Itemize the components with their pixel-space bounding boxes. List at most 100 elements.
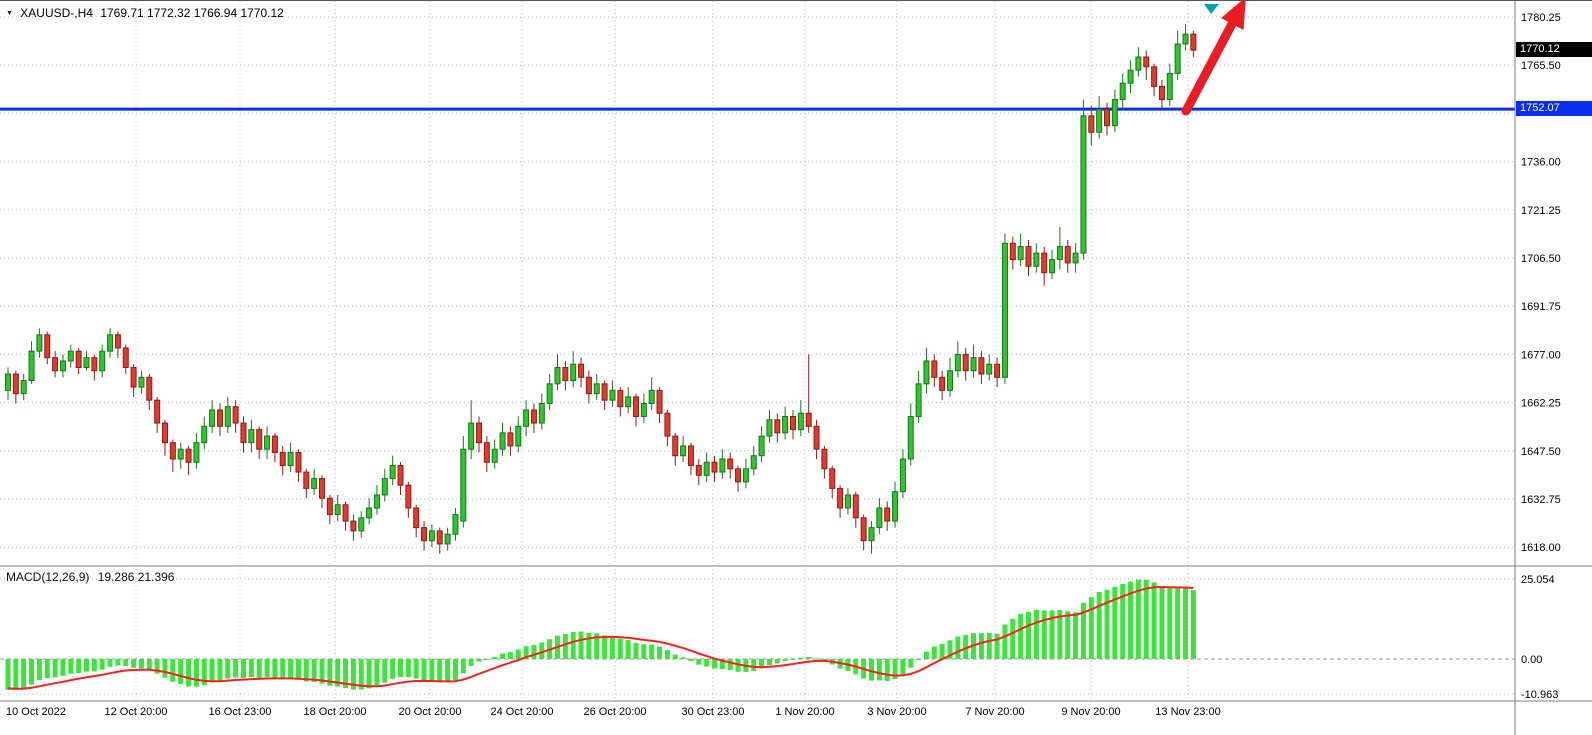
macd-histogram-bar — [421, 659, 427, 681]
time-tick-label: 24 Oct 20:00 — [491, 706, 554, 718]
price-axis[interactable]: 1780.25 1765.50 1736.00 1721.25 1706.50 1691.… — [1521, 12, 1561, 554]
candle-body — [413, 507, 420, 529]
macd-histogram-bar — [44, 659, 50, 679]
candle-body — [672, 435, 679, 457]
candle-body — [797, 412, 804, 431]
candle-body — [319, 478, 325, 499]
time-tick-label: 3 Nov 20:00 — [867, 706, 926, 718]
macd-histogram-bar — [366, 659, 372, 689]
time-axis[interactable]: 10 Oct 2022 12 Oct 20:00 16 Oct 23:00 18 Oc… — [6, 706, 1221, 718]
candle-body — [735, 468, 742, 483]
candle-body — [476, 422, 482, 444]
symbol-period-label: XAUUSD-,H4 — [20, 6, 93, 20]
candle-body — [491, 448, 498, 463]
candle-body — [766, 419, 773, 437]
candle-body — [719, 458, 726, 473]
candle-body — [507, 432, 514, 447]
macd-histogram-bar — [507, 652, 513, 659]
candle-body — [868, 527, 875, 542]
candle-body — [130, 366, 137, 388]
macd-histogram-bar — [500, 653, 506, 659]
candle-body — [138, 376, 145, 388]
candle-body — [452, 514, 459, 535]
macd-histogram-bar — [688, 659, 694, 662]
candle-body — [99, 350, 106, 372]
macd-histogram-bar — [562, 634, 568, 659]
macd-histogram-bar — [1167, 588, 1173, 659]
macd-histogram-bar — [939, 643, 945, 659]
candle-body — [695, 465, 702, 476]
candle-body — [758, 435, 765, 457]
macd-histogram-bar — [955, 636, 961, 659]
candle-body — [295, 451, 302, 473]
macd-histogram-bar — [233, 659, 239, 678]
time-tick-label: 7 Nov 20:00 — [965, 706, 1024, 718]
candle-body — [287, 451, 294, 467]
candle-body — [405, 484, 412, 509]
macd-histogram-bar — [633, 642, 639, 659]
price-tick-label: 1706.50 — [1521, 253, 1561, 265]
macd-tick-label: -10.963 — [1521, 689, 1558, 701]
macd-histogram-bar — [712, 659, 717, 669]
macd-histogram-bar — [170, 659, 176, 682]
candle-body — [978, 357, 985, 375]
macd-histogram-bar — [186, 659, 192, 687]
macd-histogram-bar — [1010, 618, 1016, 659]
macd-histogram-bar — [908, 659, 914, 668]
candle-body — [939, 376, 946, 391]
macd-histogram-bar — [625, 640, 631, 659]
candle-body — [1127, 69, 1134, 84]
macd-histogram-bar — [91, 659, 97, 672]
candle-body — [1064, 246, 1071, 264]
candle-body — [36, 334, 43, 352]
candle-body — [83, 357, 90, 368]
macd-histogram-bar — [774, 659, 780, 664]
macd-histogram-bar — [123, 659, 129, 666]
candle-body — [633, 396, 639, 418]
chart-ohlc-header: ▼ XAUUSD-,H4 1769.71 1772.32 1766.94 177… — [6, 6, 288, 20]
candle-body — [248, 429, 255, 444]
candle-body — [91, 357, 98, 372]
macd-histogram-bar — [963, 635, 969, 659]
macd-values: 19.286 21.396 — [97, 570, 175, 584]
candle-body — [303, 471, 310, 489]
macd-histogram-bar — [303, 659, 309, 682]
candle-body — [578, 363, 585, 378]
candle-body — [687, 445, 694, 467]
macd-histogram-bar — [107, 659, 113, 667]
candle-body — [169, 442, 176, 460]
macd-histogram-bar — [602, 635, 608, 659]
trend-arrow-object[interactable] — [1181, 1, 1246, 116]
candle-body — [648, 389, 655, 404]
candle-body — [1190, 33, 1197, 51]
macd-histogram-bar — [358, 659, 364, 690]
candle-body — [1119, 82, 1126, 101]
symbol-dropdown-icon[interactable]: ▼ — [6, 10, 13, 17]
macd-histogram-bar — [876, 659, 882, 681]
candle-body — [523, 409, 530, 427]
macd-indicator-label: MACD(12,26,9) 19.286 21.396 — [6, 570, 179, 584]
candle-body — [915, 383, 922, 418]
macd-histogram-bar — [115, 659, 121, 666]
macd-histogram-bar — [672, 654, 678, 659]
candle-body — [499, 432, 506, 450]
macd-histogram-bar — [1151, 582, 1157, 659]
macd-histogram-bar — [751, 659, 757, 671]
time-tick-label: 1 Nov 20:00 — [775, 706, 834, 718]
candle-body — [1033, 252, 1040, 267]
candle-body — [562, 366, 569, 382]
candle-body — [1166, 72, 1173, 101]
price-tick-label: 1618.00 — [1521, 542, 1561, 554]
candle-body — [852, 494, 859, 519]
candle-body — [593, 383, 600, 395]
candle-body — [201, 425, 208, 444]
macd-histogram-bar — [209, 659, 215, 683]
macd-histogram-bar — [641, 644, 647, 659]
macd-histogram-bar — [21, 659, 27, 689]
candle-body — [994, 363, 1001, 378]
candle-body — [5, 373, 11, 391]
candle-body — [28, 350, 35, 382]
hline-price-tag: 1752.07 — [1516, 101, 1592, 116]
candle-body — [366, 507, 373, 519]
